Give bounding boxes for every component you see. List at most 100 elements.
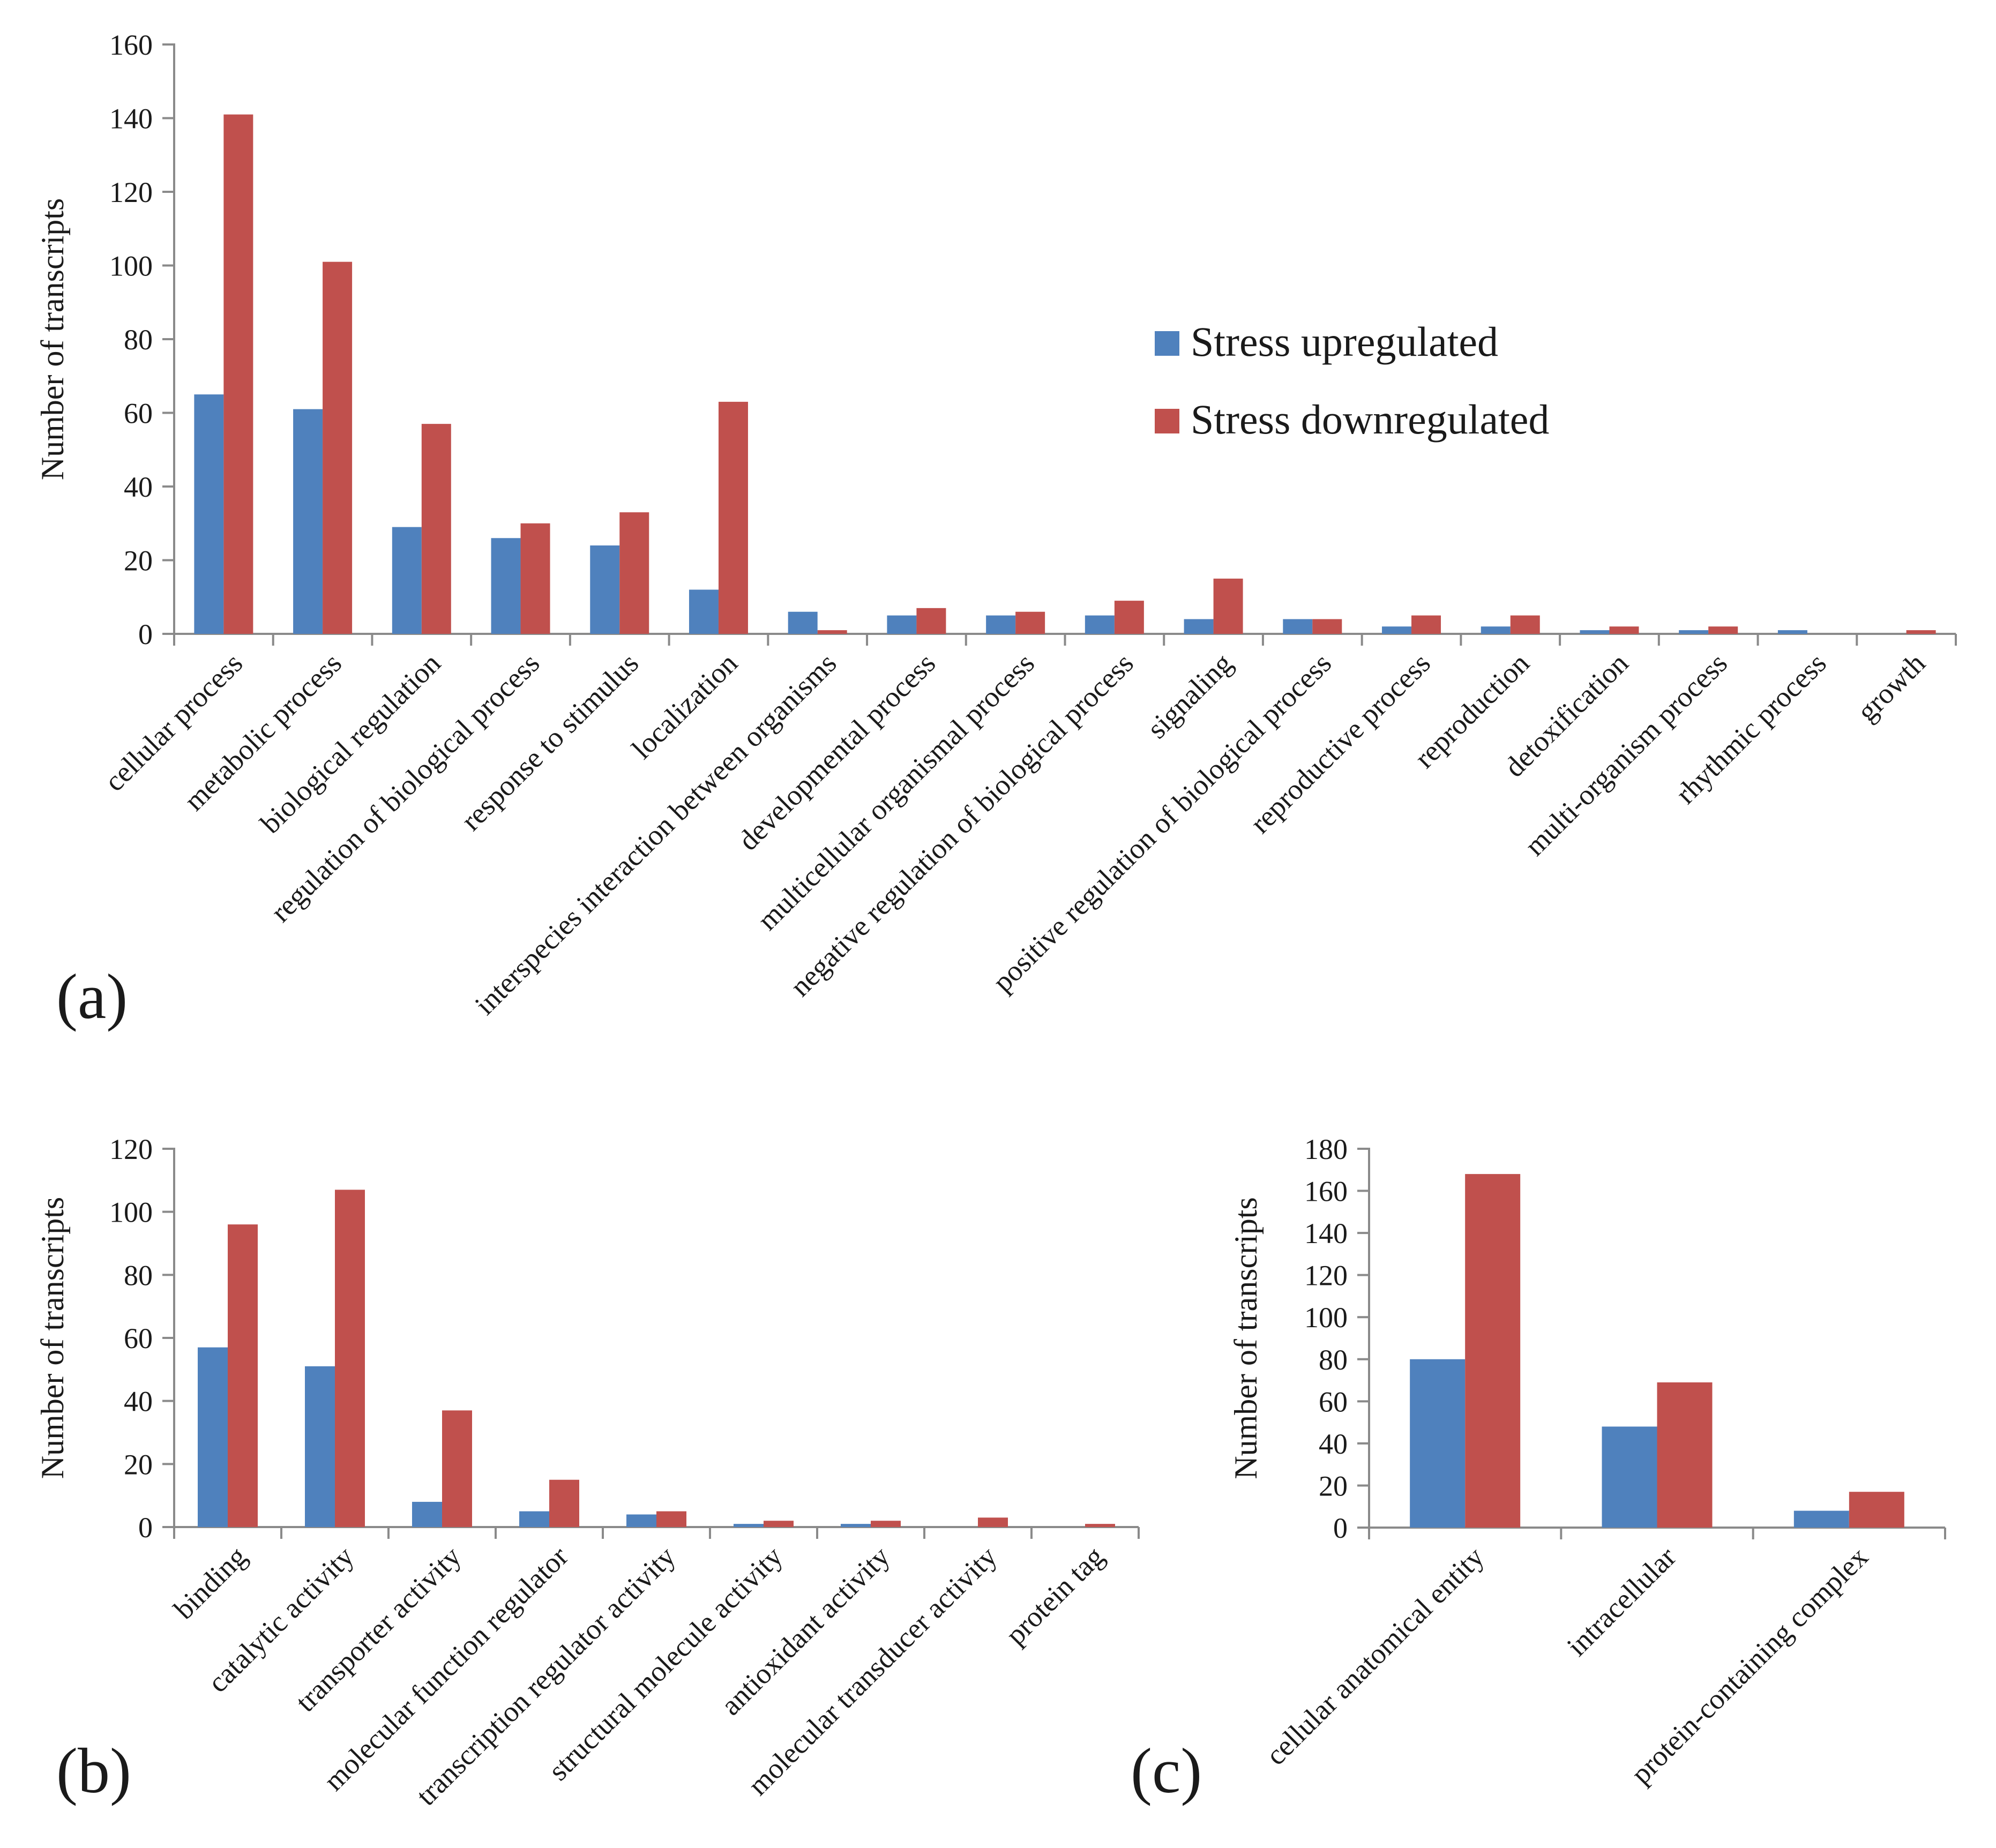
bar-upregulated — [1777, 630, 1807, 634]
y-tick-label: 20 — [1319, 1470, 1348, 1502]
bar-downregulated — [1657, 1382, 1713, 1528]
bar-downregulated — [1465, 1174, 1521, 1528]
legend-downregulated-swatch — [1155, 409, 1179, 433]
y-tick-label: 100 — [1304, 1301, 1348, 1334]
bar-upregulated — [1679, 630, 1709, 634]
panel-label: (c) — [1131, 1735, 1202, 1806]
bar-upregulated — [194, 394, 224, 634]
y-tick-label: 100 — [109, 250, 153, 282]
x-category-label: reproductive process — [1244, 647, 1436, 839]
y-tick-label: 60 — [124, 398, 153, 430]
x-category-label: developmental process — [732, 647, 941, 856]
bar-upregulated — [1481, 626, 1511, 634]
bar-downregulated — [520, 523, 550, 634]
y-tick-label: 60 — [1319, 1386, 1348, 1418]
y-tick-label: 0 — [1333, 1512, 1348, 1544]
y-tick-label: 140 — [1304, 1217, 1348, 1250]
x-category-label: signaling — [1141, 647, 1238, 744]
bar-downregulated — [421, 424, 451, 634]
bar-downregulated — [1114, 601, 1144, 634]
y-tick-label: 140 — [109, 103, 153, 135]
bar-downregulated — [223, 114, 253, 634]
bar-upregulated — [198, 1347, 228, 1527]
x-category-label: growth — [1851, 647, 1932, 728]
x-category-label: interspecies interaction between organis… — [468, 647, 842, 1021]
y-axis-title: Number of transcripts — [1228, 1197, 1264, 1479]
bar-downregulated — [1849, 1492, 1904, 1528]
legend: Stress upregulated Stress downregulated — [1155, 318, 1549, 443]
panel-label: (b) — [56, 1735, 131, 1806]
bar-upregulated — [1410, 1359, 1466, 1528]
bar-upregulated — [1793, 1510, 1849, 1528]
y-tick-label: 0 — [138, 618, 153, 650]
bar-upregulated — [626, 1514, 656, 1527]
bar-upregulated — [519, 1511, 549, 1527]
bar-downregulated — [871, 1521, 901, 1527]
bar-downregulated — [817, 630, 847, 634]
y-axis-title: Number of transcripts — [35, 1197, 70, 1479]
x-category-label: negative regulation of biological proces… — [784, 647, 1140, 1002]
x-category-label: response to stimulus — [455, 647, 645, 836]
bar-downregulated — [442, 1410, 472, 1527]
bar-upregulated — [986, 615, 1016, 634]
bar-upregulated — [734, 1524, 764, 1527]
x-category-label: multi-organism process — [1519, 647, 1733, 862]
bar-downregulated — [1510, 615, 1540, 634]
y-tick-label: 180 — [1304, 1133, 1348, 1165]
legend-upregulated-label: Stress upregulated — [1191, 318, 1498, 365]
bar-downregulated — [1708, 626, 1738, 634]
bar-downregulated — [1906, 630, 1936, 634]
bar-upregulated — [491, 538, 521, 634]
bar-upregulated — [392, 527, 422, 634]
bar-downregulated — [916, 608, 946, 634]
bar-downregulated — [764, 1521, 794, 1527]
y-tick-label: 40 — [124, 471, 153, 503]
bar-upregulated — [689, 589, 719, 634]
bar-upregulated — [1580, 630, 1610, 634]
bar-downregulated — [1411, 615, 1441, 634]
x-category-label: protein tag — [999, 1540, 1110, 1651]
y-axis-title: Number of transcripts — [35, 198, 70, 481]
y-tick-label: 40 — [1319, 1428, 1348, 1460]
bar-upregulated — [841, 1524, 871, 1527]
legend-downregulated-label: Stress downregulated — [1191, 396, 1549, 443]
y-tick-label: 40 — [124, 1386, 153, 1418]
bar-downregulated — [978, 1517, 1008, 1527]
x-category-label: binding — [168, 1540, 253, 1625]
bar-downregulated — [1015, 611, 1045, 634]
y-tick-label: 160 — [1304, 1176, 1348, 1208]
bar-downregulated — [718, 401, 748, 634]
bar-downregulated — [619, 512, 649, 634]
y-tick-label: 60 — [124, 1322, 153, 1355]
bar-downregulated — [335, 1189, 365, 1527]
bar-upregulated — [590, 545, 620, 634]
bar-upregulated — [1382, 626, 1412, 634]
x-category-label: positive regulation of biological proces… — [986, 647, 1337, 998]
y-tick-label: 20 — [124, 1448, 153, 1480]
bar-upregulated — [887, 615, 917, 634]
panel-label: (a) — [56, 961, 128, 1032]
bar-upregulated — [788, 611, 818, 634]
y-tick-label: 120 — [109, 1133, 153, 1165]
x-category-label: intracellular — [1560, 1540, 1682, 1662]
y-tick-label: 80 — [1319, 1344, 1348, 1376]
y-tick-label: 80 — [124, 324, 153, 356]
y-tick-label: 100 — [109, 1196, 153, 1229]
bar-downregulated — [549, 1479, 579, 1527]
bar-upregulated — [1085, 615, 1115, 634]
bar-downregulated — [1609, 626, 1639, 634]
y-tick-label: 120 — [1304, 1260, 1348, 1292]
y-tick-label: 20 — [124, 545, 153, 577]
bar-upregulated — [305, 1366, 335, 1527]
chart-c: 0 20 40 60 80 100 120 140 160 180 cellular anatomi… — [1131, 1133, 1946, 1806]
bar-downregulated — [1213, 578, 1243, 634]
x-category-label: biological regulation — [254, 647, 446, 839]
legend-upregulated-swatch — [1155, 331, 1179, 356]
y-tick-label: 160 — [109, 29, 153, 61]
bar-upregulated — [1184, 619, 1214, 634]
bar-downregulated — [656, 1511, 686, 1527]
bar-downregulated — [228, 1224, 258, 1527]
